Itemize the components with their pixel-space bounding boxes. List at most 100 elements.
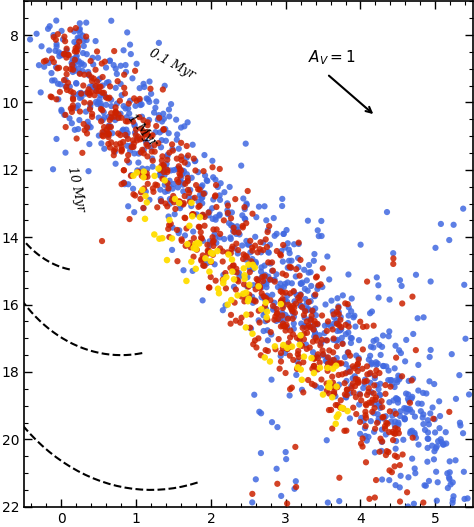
Point (342, 320, 349, 329)
Point (284, 345, 292, 353)
Point (385, 448, 392, 456)
Point (368, 307, 376, 316)
Point (309, 348, 317, 356)
Point (392, 481, 400, 490)
Point (136, 84, 144, 92)
Point (301, 266, 308, 274)
Point (143, 140, 150, 149)
Point (95, 113, 102, 122)
Point (325, 357, 333, 365)
Point (92, 37, 100, 45)
Point (124, 151, 132, 159)
Point (264, 258, 272, 267)
Point (339, 404, 346, 412)
Point (169, 184, 176, 193)
Point (402, 404, 410, 413)
Point (251, 264, 259, 272)
Point (291, 303, 298, 311)
Point (318, 375, 325, 384)
Point (190, 154, 198, 163)
Point (248, 490, 256, 498)
Point (310, 354, 318, 363)
Point (282, 311, 289, 319)
Point (68, 59, 75, 67)
Point (192, 181, 200, 189)
Point (345, 270, 352, 279)
Point (449, 496, 456, 504)
Point (48, 93, 55, 101)
Point (376, 369, 383, 377)
Point (355, 378, 362, 386)
Point (256, 284, 264, 292)
Point (417, 407, 425, 415)
Point (35, 61, 43, 70)
Point (164, 225, 172, 233)
Point (303, 329, 311, 337)
Point (87, 57, 94, 65)
Point (190, 244, 198, 252)
Point (211, 192, 219, 201)
Point (67, 65, 74, 73)
Point (219, 247, 227, 256)
Point (144, 95, 152, 103)
Point (92, 98, 100, 106)
Point (442, 428, 449, 436)
Point (73, 134, 81, 143)
Point (174, 183, 182, 192)
Point (321, 329, 328, 337)
Point (69, 63, 77, 71)
Point (235, 277, 242, 286)
Text: 10 Myr: 10 Myr (65, 165, 87, 213)
Point (97, 117, 105, 125)
Point (149, 157, 156, 165)
Point (261, 353, 269, 362)
Point (269, 306, 277, 314)
Point (80, 36, 87, 45)
Point (84, 118, 91, 126)
Point (227, 233, 234, 241)
Point (181, 192, 189, 200)
Point (209, 157, 216, 165)
Point (99, 73, 107, 81)
Point (397, 349, 405, 357)
Point (268, 258, 276, 267)
Point (291, 308, 299, 317)
Point (353, 352, 360, 360)
Point (307, 323, 314, 331)
Point (209, 250, 217, 259)
Point (279, 295, 286, 303)
Point (459, 204, 467, 213)
Point (279, 308, 286, 317)
Point (177, 152, 185, 161)
Point (104, 128, 111, 136)
Point (160, 115, 168, 123)
Point (230, 223, 237, 232)
Point (282, 323, 289, 331)
Point (69, 94, 77, 103)
Point (342, 369, 349, 377)
Point (295, 240, 302, 248)
Point (157, 197, 165, 206)
Point (230, 228, 238, 236)
Point (367, 417, 374, 425)
Point (429, 403, 437, 412)
Point (286, 289, 294, 298)
Point (73, 80, 80, 88)
Point (158, 162, 165, 170)
Point (243, 201, 251, 209)
Point (50, 58, 58, 66)
Point (214, 285, 222, 293)
Point (62, 76, 69, 84)
Point (301, 307, 309, 316)
Point (231, 298, 238, 307)
Point (53, 42, 60, 51)
Point (58, 107, 65, 115)
Point (371, 424, 379, 433)
Point (199, 211, 207, 220)
Point (258, 289, 265, 298)
Point (100, 123, 108, 131)
Point (332, 419, 339, 428)
Point (382, 381, 389, 389)
Point (291, 297, 298, 306)
Point (363, 391, 371, 399)
